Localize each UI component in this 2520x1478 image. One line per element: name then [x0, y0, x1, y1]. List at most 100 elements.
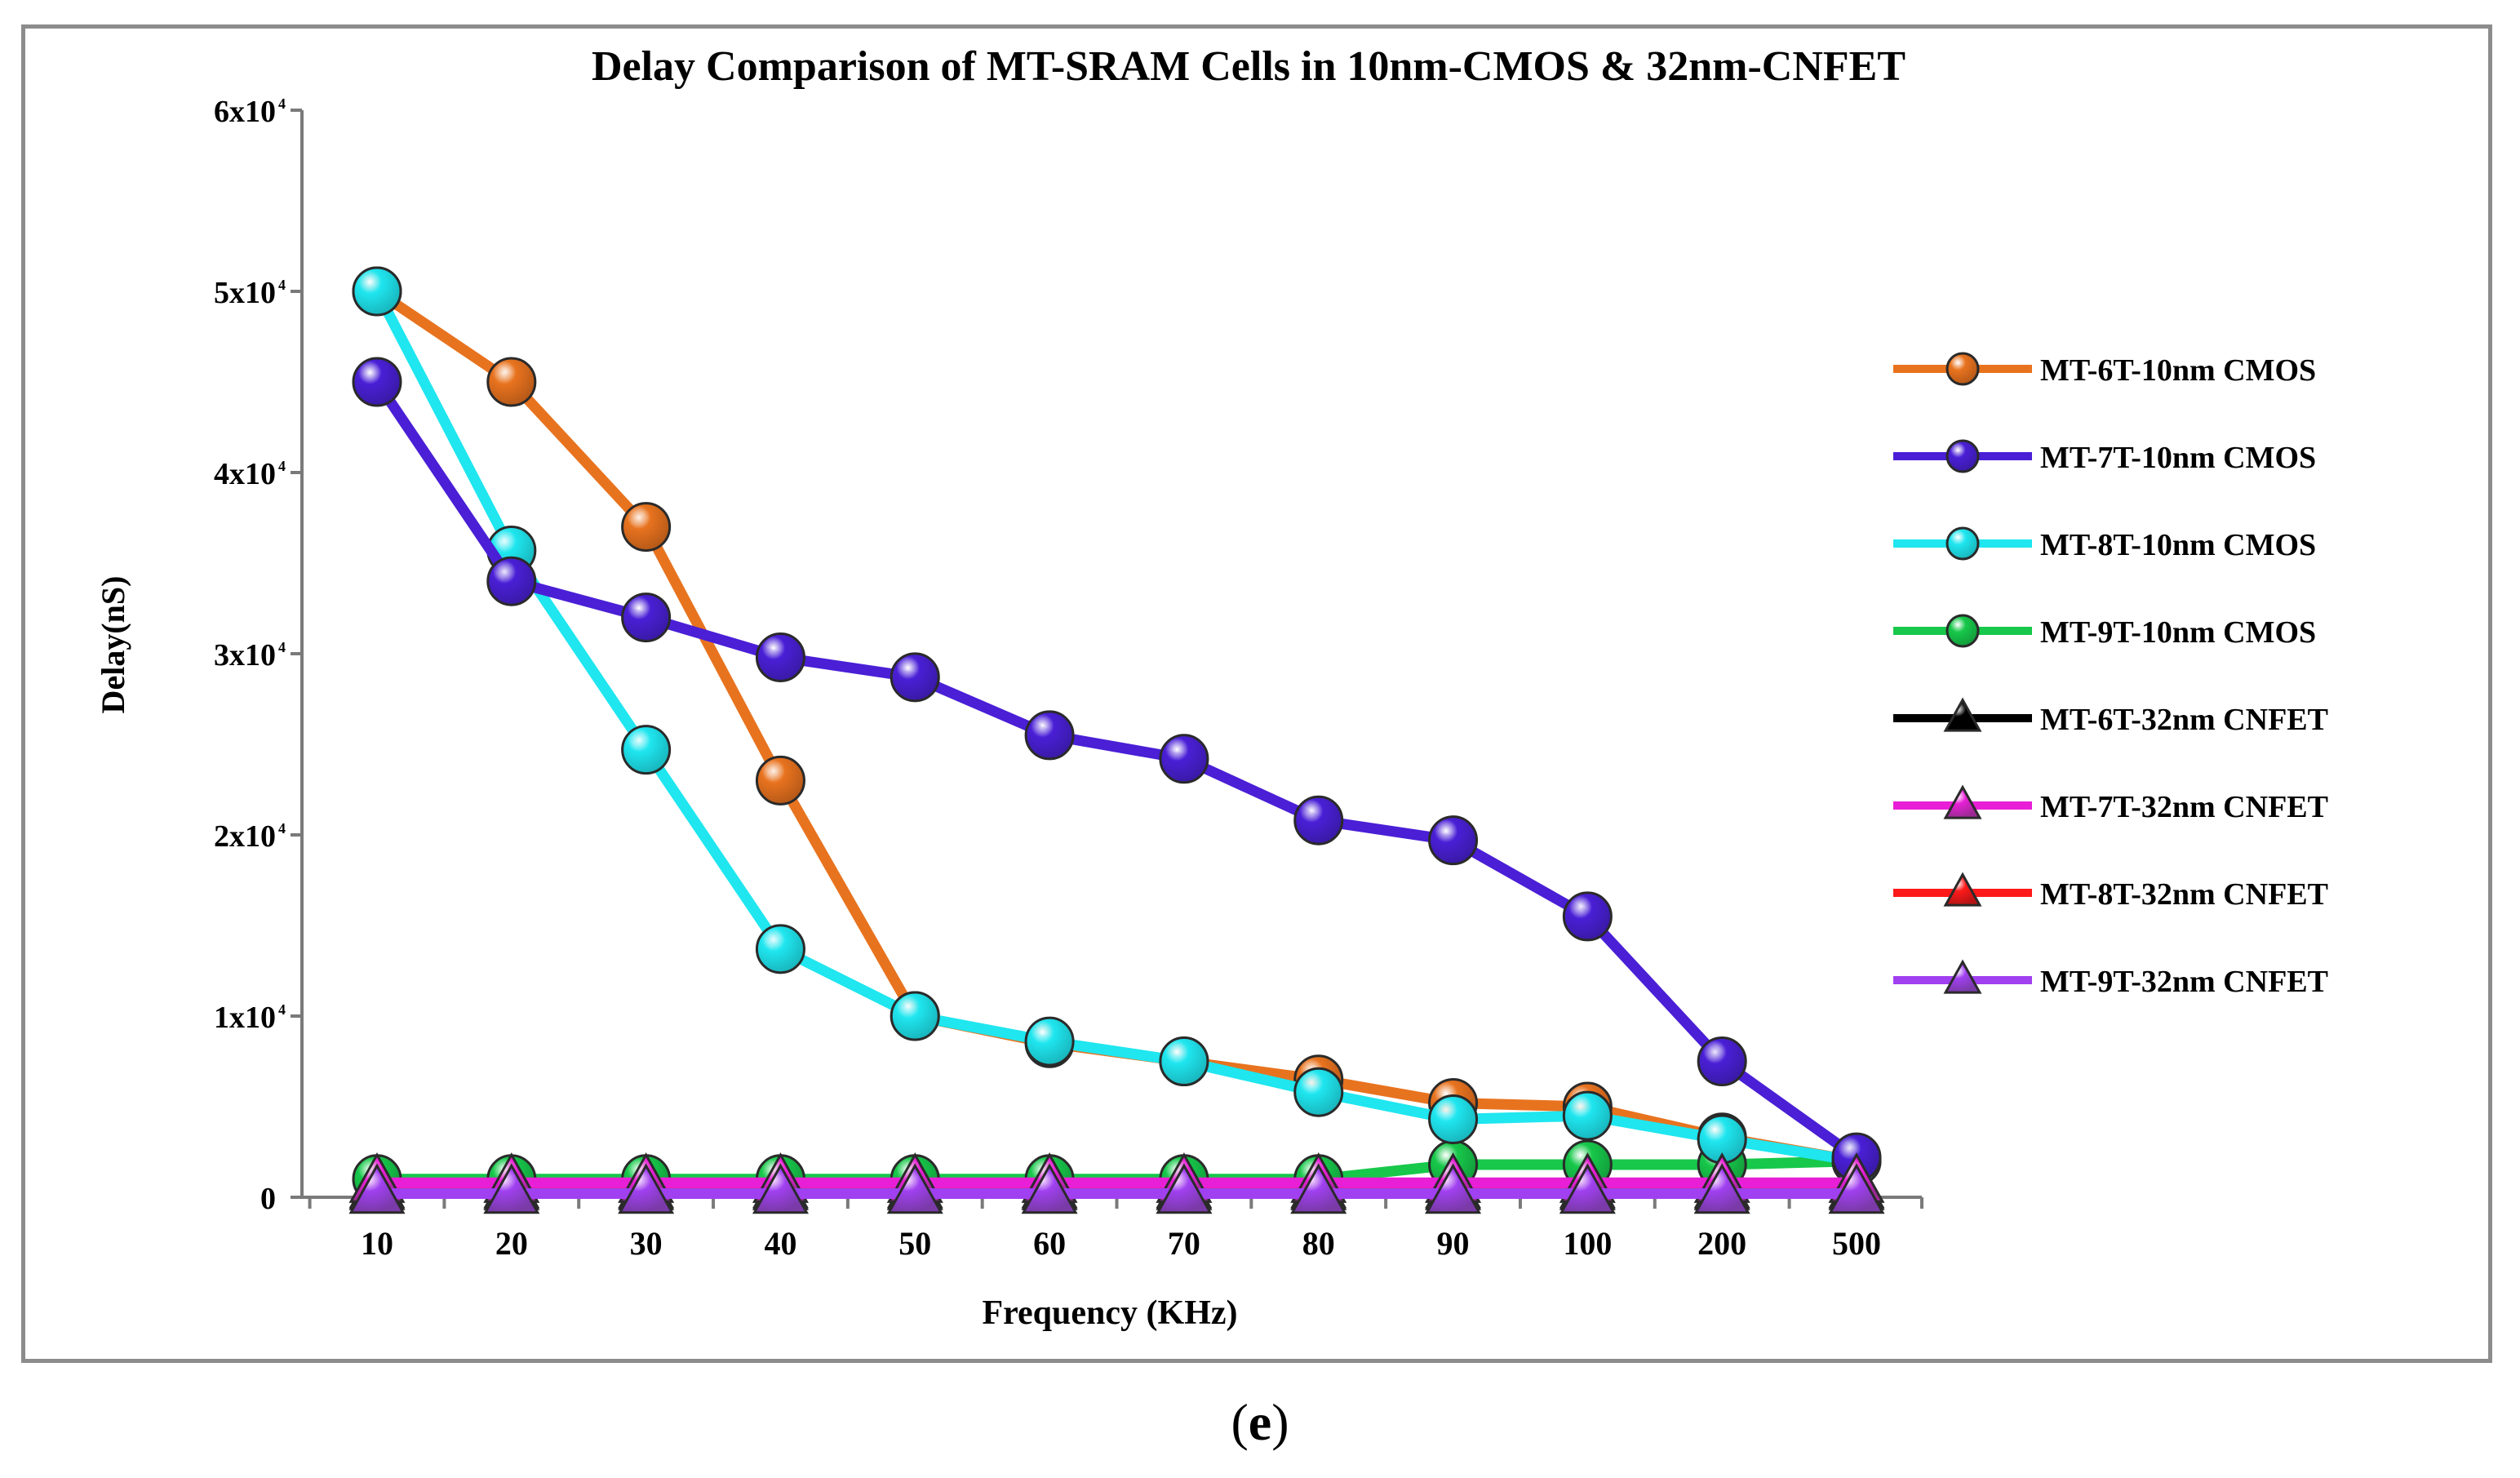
data-point [348, 1163, 406, 1214]
y-tick-exponent: 4 [278, 820, 286, 837]
caption-letter: e [1248, 1393, 1272, 1451]
data-point [1828, 1163, 1885, 1214]
legend-label: MT-6T-32nm CNFET [2040, 703, 2328, 737]
legend-item: MT-7T-10nm CMOS [1893, 439, 2316, 475]
x-tick-label: 200 [1697, 1225, 1746, 1262]
legend-label: MT-7T-10nm CMOS [2040, 441, 2316, 475]
data-point [1159, 734, 1209, 784]
chart-title: Delay Comparison of MT-SRAM Cells in 10n… [592, 43, 1906, 90]
legend: MT-6T-10nm CMOS MT-7T-10nm CMOS MT-8T-10nm… [1893, 352, 2328, 999]
data-point [890, 991, 940, 1041]
data-point [621, 725, 672, 775]
figure-caption: (e) [0, 1392, 2520, 1453]
data-point [1293, 1067, 1344, 1117]
y-tick-label: 2x10 [214, 819, 276, 854]
caption-open: ( [1231, 1393, 1249, 1451]
y-tick-label: 1x10 [214, 1001, 276, 1035]
data-point [1024, 710, 1075, 761]
legend-marker [1945, 614, 1980, 648]
legend-item: MT-6T-32nm CNFET [1893, 697, 2328, 737]
data-point [1156, 1163, 1213, 1214]
legend-item: MT-9T-10nm CMOS [1893, 614, 2316, 650]
data-point [1290, 1163, 1347, 1214]
data-point [486, 357, 537, 407]
data-point [755, 755, 805, 806]
data-point [752, 1163, 809, 1214]
y-tick-label: 0 [260, 1182, 276, 1216]
legend-item: MT-8T-10nm CMOS [1893, 526, 2316, 562]
legend-item: MT-9T-32nm CNFET [1893, 959, 2328, 999]
legend-label: MT-9T-32nm CNFET [2040, 965, 2328, 999]
legend-marker [1945, 352, 1980, 386]
data-point [1293, 795, 1344, 846]
data-point [621, 593, 672, 643]
data-point [1428, 1094, 1479, 1145]
data-point [755, 632, 805, 682]
y-tick-label: 4x10 [214, 457, 276, 491]
data-point [1159, 1036, 1209, 1086]
data-point [621, 502, 672, 553]
y-tick-exponent: 4 [278, 1001, 286, 1018]
x-tick-label: 30 [630, 1225, 663, 1262]
series-line [377, 1156, 1857, 1185]
chart-frame [21, 24, 2492, 1363]
data-point [890, 652, 940, 703]
x-tick-label: 50 [898, 1225, 931, 1262]
data-point [352, 357, 402, 407]
data-point [1562, 891, 1613, 942]
x-tick-label: 40 [764, 1225, 796, 1262]
legend-marker [1945, 439, 1980, 473]
x-tick-label: 60 [1033, 1225, 1066, 1262]
series-line [372, 379, 1860, 1162]
data-point [1693, 1163, 1750, 1214]
y-tick-label: 5x10 [214, 276, 276, 310]
x-tick-label: 100 [1563, 1225, 1612, 1262]
data-point [1428, 815, 1479, 866]
legend-marker [1943, 959, 1982, 994]
legend-marker [1945, 526, 1980, 561]
legend-marker [1943, 872, 1982, 907]
data-point [483, 1163, 540, 1214]
series-mt-9t-32nm-cnfet [348, 1163, 1885, 1214]
y-tick-exponent: 4 [278, 458, 286, 474]
y-tick-exponent: 4 [278, 277, 286, 293]
y-tick-label: 6x10 [214, 95, 276, 129]
x-tick-label: 500 [1832, 1225, 1881, 1262]
series-layer [348, 266, 1885, 1214]
x-tick-label: 80 [1302, 1225, 1335, 1262]
legend-marker [1943, 784, 1982, 819]
data-point [755, 924, 805, 974]
legend-label: MT-8T-10nm CMOS [2040, 528, 2316, 562]
x-tick-label: 70 [1168, 1225, 1200, 1262]
x-tick-label: 10 [361, 1225, 393, 1262]
caption-close: ) [1271, 1393, 1289, 1451]
data-point [1021, 1163, 1078, 1214]
legend-item: MT-6T-10nm CMOS [1893, 352, 2316, 388]
legend-label: MT-9T-10nm CMOS [2040, 615, 2316, 650]
data-point [1697, 1036, 1747, 1086]
legend-item: MT-8T-32nm CNFET [1893, 872, 2328, 912]
legend-label: MT-8T-32nm CNFET [2040, 877, 2328, 912]
x-axis-label: Frequency (KHz) [983, 1294, 1238, 1332]
data-point [1559, 1163, 1616, 1214]
data-point [352, 266, 402, 317]
x-tick-label: 20 [495, 1225, 528, 1262]
series-line [372, 289, 1858, 1167]
y-tick-exponent: 4 [278, 95, 286, 112]
y-tick-label: 3x10 [214, 638, 276, 672]
y-axis-label: Delay(nS) [95, 576, 131, 714]
legend-label: MT-7T-32nm CNFET [2040, 790, 2328, 824]
data-point [1562, 1090, 1613, 1141]
legend-item: MT-7T-32nm CNFET [1893, 784, 2328, 824]
data-point [886, 1163, 943, 1214]
series-line [374, 286, 1858, 1167]
legend-label: MT-6T-10nm CMOS [2040, 353, 2316, 388]
data-point [618, 1163, 675, 1214]
x-tick-label: 90 [1437, 1225, 1470, 1262]
legend-marker [1943, 697, 1982, 732]
data-point [1425, 1163, 1482, 1214]
y-tick-exponent: 4 [278, 639, 286, 655]
data-point [1024, 1016, 1075, 1067]
